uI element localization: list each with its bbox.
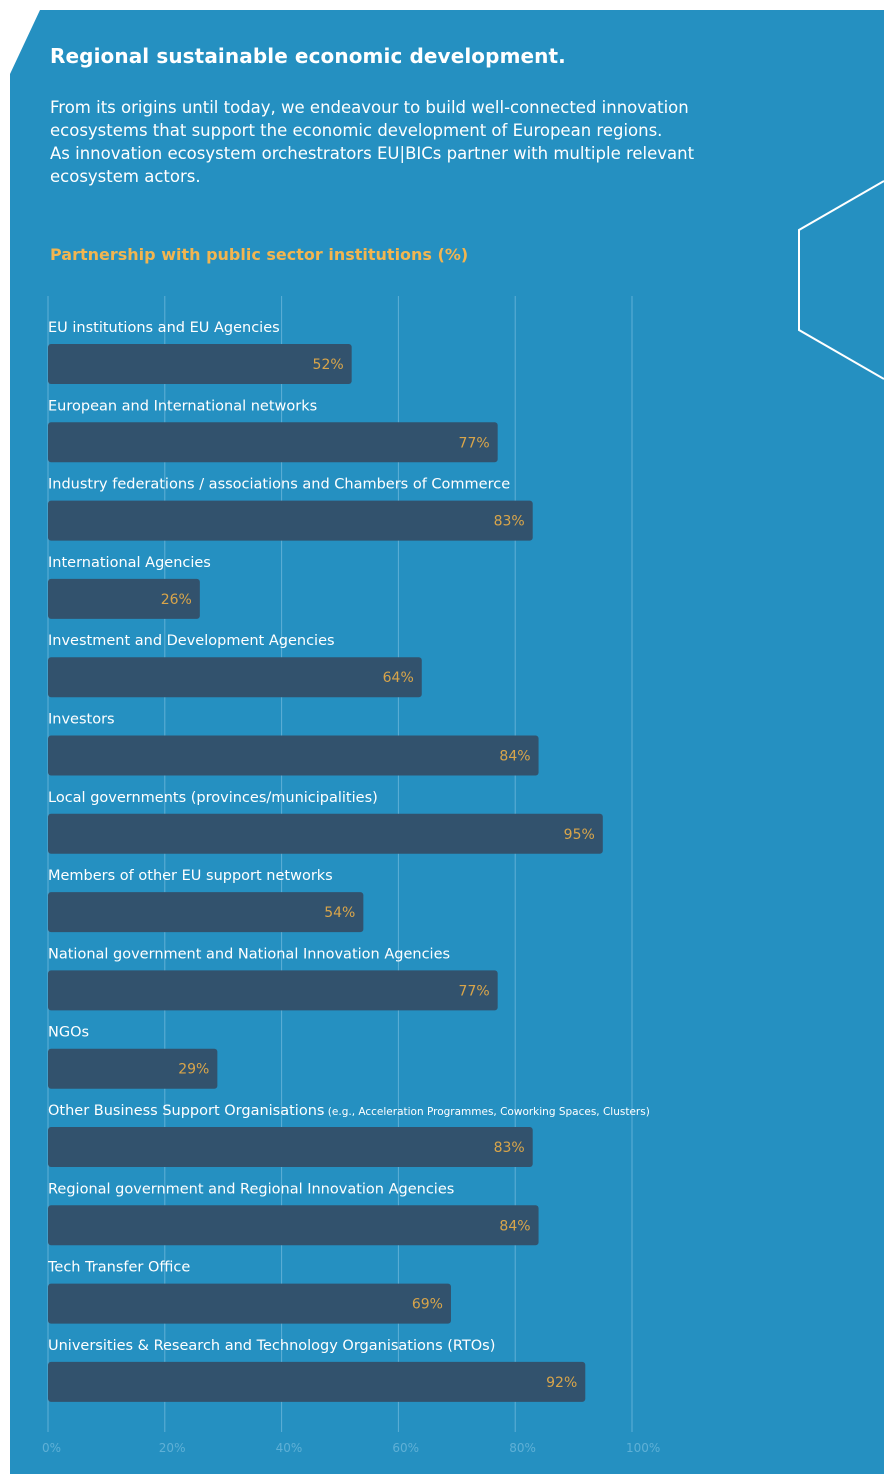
bar-value-label: 52% [313,357,344,373]
bar [48,735,539,776]
hexagon-decoration [798,180,884,380]
category-label: Tech Transfer Office [47,1260,190,1276]
bar [48,1048,218,1089]
category-label: NGOs [48,1025,89,1041]
intro-paragraph-2: As innovation ecosystem orchestrators EU… [50,144,695,186]
intro-text: From its origins until today, we endeavo… [50,96,770,188]
bar [48,1283,451,1324]
x-tick-label: 60% [392,1441,419,1455]
bar-value-label: 26% [161,592,192,608]
bar [48,813,603,854]
bar-value-label: 84% [499,1218,530,1234]
bar-value-label: 64% [383,670,414,686]
bar-value-label: 84% [499,749,530,765]
chart-title: Partnership with public sector instituti… [50,245,469,264]
category-label: National government and National Innovat… [48,946,450,962]
bar [48,1127,533,1167]
category-label: Universities & Research and Technology O… [48,1338,495,1354]
category-label: Industry federations / associations and … [48,477,510,493]
bar [48,970,498,1011]
bars: 52% 77% 83% 26% 64% 84% 95% 54% 77% 29% 83% 84% 69% 9… [48,344,603,1402]
category-labels: EU institutions and EU Agencies European … [47,320,650,1354]
bar [48,1361,586,1402]
category-label: Other Business Support Organisations (e.… [48,1103,650,1119]
x-tick-label: 20% [159,1441,186,1455]
bar-value-label: 69% [412,1297,443,1313]
bar [48,344,352,384]
bar-value-label: 29% [178,1062,209,1078]
bar-value-label: 95% [564,827,595,843]
bar [48,500,533,541]
category-label: International Agencies [48,555,211,571]
category-label: Investors [48,712,115,728]
bar-value-label: 77% [459,983,490,999]
bar-value-label: 83% [494,514,525,530]
bar [48,1205,539,1246]
category-label: Regional government and Regional Innovat… [48,1181,454,1197]
bar [48,892,364,933]
bar-value-label: 77% [459,435,490,451]
bar-value-label: 92% [546,1375,577,1391]
category-label: European and International networks [48,398,317,414]
intro-paragraph-1: From its origins until today, we endeavo… [50,98,689,140]
x-axis-ticks: 0% 20% 40% 60% 80% 100% [42,1441,660,1455]
page-title: Regional sustainable economic developmen… [50,44,566,68]
bar-value-label: 54% [324,905,355,921]
x-tick-label: 80% [509,1441,536,1455]
x-tick-label: 100% [626,1441,660,1455]
bar-value-label: 83% [494,1140,525,1156]
category-label: Investment and Development Agencies [48,633,335,649]
bar [48,657,422,698]
x-tick-label: 0% [42,1441,61,1455]
bar [48,422,498,463]
category-label: Local governments (provinces/municipalit… [48,790,378,806]
x-tick-label: 40% [276,1441,303,1455]
category-label: EU institutions and EU Agencies [48,320,280,336]
category-label: Members of other EU support networks [48,868,333,884]
bar [48,578,200,619]
